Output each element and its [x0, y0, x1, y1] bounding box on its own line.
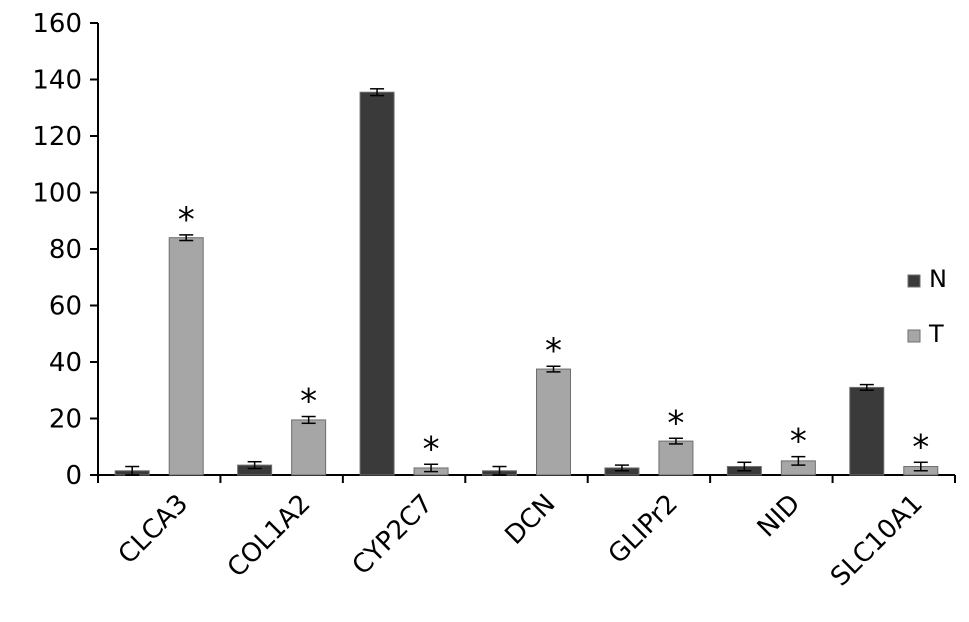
legend: NT — [907, 265, 947, 348]
significance-marker: * — [667, 403, 684, 443]
y-tick-label: 120 — [32, 122, 82, 152]
y-axis: 0 20 40 60 80 100 120 140 160 — [32, 9, 99, 491]
x-tick-label: NID — [752, 489, 807, 544]
y-tick-label: 80 — [49, 235, 82, 265]
x-tick-label: DCN — [499, 489, 561, 551]
y-tick-label: 100 — [32, 179, 82, 209]
significance-marker: * — [423, 429, 440, 469]
significance-marker: * — [300, 382, 317, 422]
bar-n — [359, 91, 395, 476]
bar-t — [658, 440, 694, 476]
significance-marker: * — [178, 200, 195, 240]
x-tick-label: SLC10A1 — [825, 489, 929, 593]
bar-n — [849, 386, 885, 476]
y-tick-label: 20 — [49, 405, 82, 435]
legend-swatch-t — [907, 329, 921, 343]
bar-t — [291, 419, 327, 476]
legend-label-n: N — [929, 265, 947, 293]
x-tick-label: GLIPr2 — [603, 489, 684, 570]
legend-label-t: T — [928, 320, 944, 348]
x-tick-label: CLCA3 — [113, 489, 194, 570]
x-tick-label: CYP2C7 — [347, 489, 439, 581]
bar-t — [168, 237, 204, 476]
legend-swatch-n — [907, 274, 921, 288]
significance-marker: * — [790, 422, 807, 462]
y-tick-label: 60 — [49, 292, 82, 322]
bar-t — [536, 368, 571, 476]
y-tick-label: 140 — [32, 66, 82, 96]
y-tick-label: 160 — [32, 9, 82, 39]
y-tick-label: 0 — [65, 461, 82, 491]
bars: * * * * * * * — [114, 88, 939, 476]
significance-marker: * — [545, 331, 562, 371]
y-tick-label: 40 — [49, 348, 82, 378]
x-tick-label: COL1A2 — [222, 489, 317, 584]
x-axis: CLCA3 COL1A2 CYP2C7 DCN GLIPr2 NID SLC10A1 — [97, 474, 956, 593]
significance-marker: * — [912, 427, 929, 467]
